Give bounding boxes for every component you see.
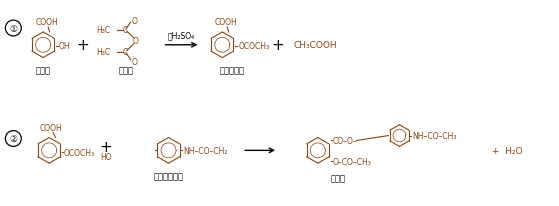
Text: ①: ①	[10, 24, 17, 33]
Text: 贝诺酯: 贝诺酯	[330, 173, 345, 182]
Text: +  H₂O: + H₂O	[491, 146, 522, 155]
Text: 乙酸酐: 乙酸酐	[119, 66, 133, 75]
Text: C: C	[122, 26, 127, 35]
Text: 浓H₂SO₄: 浓H₂SO₄	[168, 32, 195, 41]
Text: O: O	[133, 37, 139, 46]
Text: OH: OH	[59, 42, 71, 51]
Text: COOH: COOH	[36, 18, 59, 27]
Text: CO–O–: CO–O–	[333, 136, 358, 145]
Text: O: O	[132, 58, 138, 67]
Text: C: C	[122, 48, 127, 57]
Text: O–CO–CH₃: O–CO–CH₃	[333, 157, 372, 166]
Text: COOH: COOH	[40, 123, 63, 132]
Text: +: +	[272, 38, 285, 53]
Text: COOH: COOH	[215, 18, 238, 27]
Text: OCOCH₃: OCOCH₃	[64, 148, 95, 157]
Text: NH–CO–CH₃: NH–CO–CH₃	[413, 131, 457, 140]
Text: +: +	[100, 139, 112, 154]
Text: 乙酰水杨酸: 乙酰水杨酸	[220, 66, 245, 75]
Text: HO: HO	[100, 152, 112, 161]
Text: CH₃COOH: CH₃COOH	[293, 41, 337, 50]
Text: H₃C: H₃C	[97, 26, 111, 35]
Text: ②: ②	[10, 134, 17, 143]
Text: OCOCH₃: OCOCH₃	[238, 42, 269, 51]
Text: 对乙酰氨基酚: 对乙酰氨基酚	[154, 171, 183, 180]
Text: +: +	[77, 38, 89, 53]
Text: O: O	[132, 16, 138, 26]
Text: H₃C: H₃C	[97, 48, 111, 57]
Text: 水杨酸: 水杨酸	[36, 66, 51, 75]
Text: NH–CO–CH₂: NH–CO–CH₂	[183, 146, 228, 155]
